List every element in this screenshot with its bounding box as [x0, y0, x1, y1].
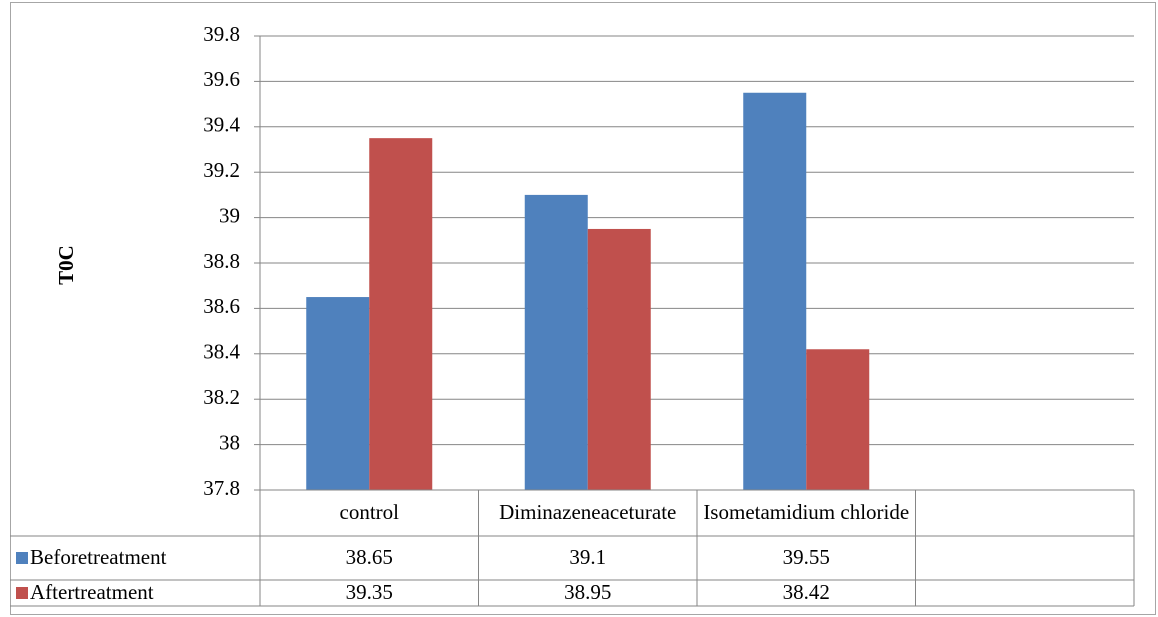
y-tick-label: 38.8	[203, 249, 240, 273]
legend-swatch	[16, 552, 28, 564]
x-tick-label: control	[340, 500, 400, 524]
y-tick-label: 38.6	[203, 294, 240, 318]
y-tick-label: 39.6	[203, 67, 240, 91]
y-tick-label: 39	[219, 203, 240, 227]
data-label: 38.65	[346, 545, 393, 569]
y-tick-label: 39.2	[203, 158, 240, 182]
bar	[743, 92, 807, 490]
y-tick-label: 38.4	[203, 340, 240, 364]
y-tick-label: 37.8	[203, 476, 240, 500]
y-tick-label: 38.2	[203, 385, 240, 409]
bar	[306, 297, 370, 490]
bar	[587, 228, 651, 490]
x-tick-label: Isometamidium chloride	[703, 500, 909, 524]
y-tick-label: 38	[219, 430, 240, 454]
data-label: 39.35	[346, 580, 393, 604]
y-axis-label: T0C	[54, 245, 78, 285]
y-tick-label: 39.4	[203, 113, 240, 137]
data-table: control Diminazeneaceturate Isometamidium …	[10, 489, 1135, 607]
bar	[369, 138, 433, 490]
bar	[524, 194, 588, 490]
data-label: 39.55	[783, 545, 830, 569]
bars	[306, 92, 870, 490]
x-tick-label: Diminazeneaceturate	[499, 500, 676, 524]
axes: 37.8 38 38.2 38.4 38.6 38.8 39 39.2 39.4 39.6 39.8	[203, 22, 261, 500]
legend-swatch	[16, 587, 28, 599]
data-label: 38.42	[783, 580, 830, 604]
y-tick-label: 39.8	[203, 22, 240, 46]
data-label: 38.95	[564, 580, 611, 604]
legend-label: Beforetreatment	[30, 545, 167, 569]
bar	[806, 349, 870, 490]
legend-label: Aftertreatment	[30, 580, 154, 604]
data-label: 39.1	[569, 545, 606, 569]
